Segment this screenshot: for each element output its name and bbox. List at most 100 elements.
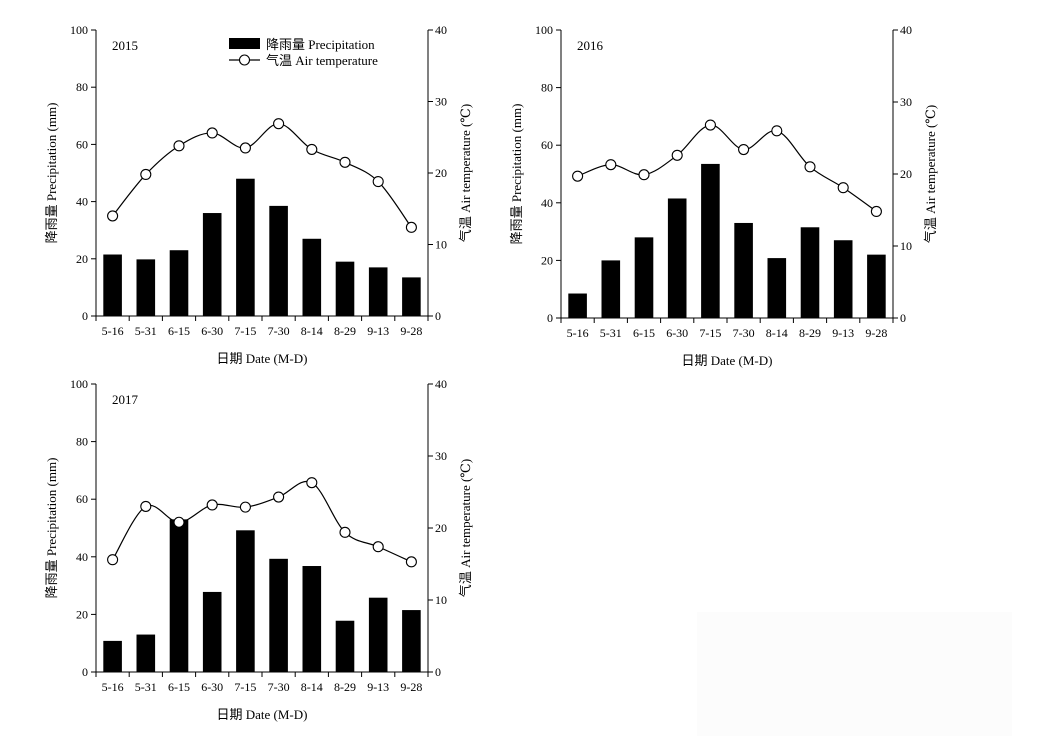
left-axis-title: 降雨量 Precipitation (mm) [509,104,524,245]
temperature-point [239,142,251,154]
temperature-point [339,156,351,168]
temperature-point [638,169,650,181]
precipitation-bar [833,240,853,318]
left-axis-tick-label: 40 [541,196,553,210]
left-axis-tick-label: 40 [76,550,88,564]
temperature-line [112,123,412,228]
temperature-point [273,491,285,503]
legend-marker-swatch [238,54,251,66]
left-axis-tick-label: 20 [76,607,88,621]
year-label: 2016 [577,38,604,53]
precipitation-bar [202,213,222,316]
right-axis-tick-label: 20 [900,167,912,181]
x-axis-tick-label: 7-15 [234,324,256,338]
precipitation-bar [734,222,753,318]
x-axis-tick-label: 9-28 [400,680,422,694]
right-axis-tick-label: 40 [900,23,912,37]
x-axis-title: 日期 Date (M-D) [217,351,308,366]
year-label: 2015 [112,38,138,53]
right-axis-tick-label: 20 [435,521,447,535]
right-axis-tick-label: 0 [435,665,441,679]
right-axis-tick-label: 20 [435,166,447,180]
x-axis-tick-label: 5-16 [567,326,589,340]
x-axis-tick-label: 6-15 [633,326,655,340]
x-axis-tick-label: 5-16 [102,324,124,338]
x-axis-tick-label: 9-13 [832,326,854,340]
x-axis-tick-label: 9-13 [367,680,389,694]
left-axis-tick-label: 20 [76,252,88,266]
temperature-point [870,205,882,217]
precipitation-bar [368,267,388,316]
x-axis-tick-label: 6-15 [168,680,190,694]
left-axis-tick-label: 80 [541,81,553,95]
precipitation-bar [767,258,787,318]
x-axis-tick-label: 7-30 [268,324,290,338]
temperature-point [206,499,218,511]
temperature-line [577,124,877,212]
temperature-point [771,125,783,137]
precipitation-bar [236,178,255,316]
x-axis-tick-label: 9-28 [400,324,422,338]
temperature-point [572,170,584,182]
x-axis-tick-label: 6-30 [666,326,688,340]
precipitation-bar [335,261,355,316]
precipitation-bar [302,566,322,672]
temperature-point [107,554,119,566]
precipitation-bar [302,238,322,316]
temperature-point [671,149,683,161]
x-axis-tick-label: 8-29 [799,326,821,340]
left-axis-tick-label: 80 [76,435,88,449]
x-axis-tick-label: 8-29 [334,324,356,338]
temperature-point [372,176,384,188]
legend-precipitation-label: 降雨量 Precipitation [266,37,375,52]
left-axis-tick-label: 20 [541,253,553,267]
right-axis-title: 气温 Air temperature (℃) [458,104,473,242]
panel-2017: 0 20 40 60 80 100 0 10 20 30 40 5-16 5-31 6-15 6-30 7-1… [44,377,473,722]
precipitation-bar [867,254,886,318]
right-axis-tick-label: 10 [435,593,447,607]
precipitation-bar [335,620,355,672]
precipitation-bar [169,519,189,672]
right-axis-tick-label: 10 [435,238,447,252]
x-axis-tick-label: 6-15 [168,324,190,338]
precipitation-bar [800,227,820,318]
left-axis-tick-label: 60 [76,492,88,506]
left-axis-title: 降雨量 Precipitation (mm) [44,103,59,244]
temperature-point [173,140,185,152]
left-axis-tick-label: 0 [547,311,553,325]
precipitation-bar [269,558,288,672]
legend: 降雨量 Precipitation 气温 Air temperature [229,37,378,68]
x-axis-tick-label: 7-30 [268,680,290,694]
x-axis-tick-label: 6-30 [201,680,223,694]
left-axis-tick-label: 80 [76,80,88,94]
panel-2015: 0 20 40 60 80 100 0 10 20 30 40 5-16 5-31 6-15 6-30 7-1… [44,23,473,366]
left-axis-tick-label: 100 [70,377,88,391]
precipitation-bar [136,634,156,672]
x-axis-tick-label: 8-14 [766,326,788,340]
precipitation-bar [136,259,156,316]
x-axis-tick-label: 7-15 [234,680,256,694]
temperature-point [239,501,251,513]
right-axis-title: 气温 Air temperature (℃) [923,105,938,243]
x-axis-title: 日期 Date (M-D) [682,353,773,368]
x-axis-tick-label: 5-31 [600,326,622,340]
right-axis-tick-label: 30 [900,95,912,109]
precipitation-bar [169,250,189,316]
x-axis-tick-label: 9-13 [367,324,389,338]
blank-corner-area [697,612,1012,736]
temperature-point [837,182,849,194]
temperature-point [405,556,417,568]
x-axis-tick-label: 5-16 [102,680,124,694]
temperature-point [206,127,218,139]
year-label: 2017 [112,392,139,407]
temperature-point [306,143,318,155]
left-axis-tick-label: 60 [541,138,553,152]
temperature-point [339,526,351,538]
precipitation-bar [236,530,255,672]
temperature-point [738,143,750,156]
x-axis-tick-label: 8-14 [301,680,323,694]
left-axis-tick-label: 40 [76,195,88,209]
temperature-point [306,477,318,489]
temperature-point [372,541,384,553]
x-axis-tick-label: 6-30 [201,324,223,338]
